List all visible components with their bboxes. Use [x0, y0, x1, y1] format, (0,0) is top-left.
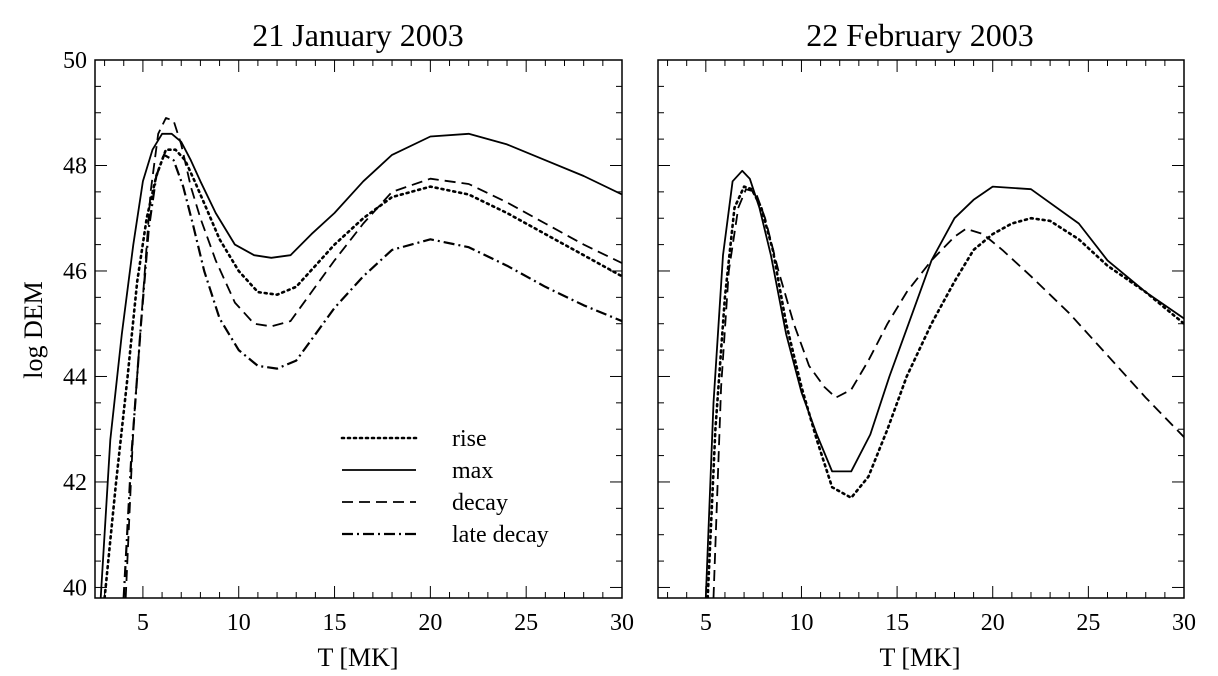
right-x-tick-label: 15	[885, 610, 909, 636]
left-y-tick-label: 46	[63, 259, 87, 285]
left-panel-title: 21 January 2003	[252, 17, 464, 53]
left-plot-frame	[94, 59, 623, 599]
series-line-decay	[124, 117, 622, 598]
right-x-tick-label: 5	[700, 610, 712, 636]
right-panel-title: 22 February 2003	[806, 17, 1034, 53]
left-y-tick-label: 48	[63, 153, 87, 179]
left-y-axis-label: log DEM	[19, 281, 48, 379]
left-ticks: 5 10 15 20 25 30 40 42 44 46 48 50	[63, 48, 634, 636]
left-y-tick-label: 42	[63, 470, 87, 496]
left-x-tick-label: 20	[418, 610, 442, 636]
left-series-lines	[99, 117, 622, 598]
series-line-rise	[103, 148, 622, 598]
right-x-tick-label: 20	[981, 610, 1005, 636]
legend-label: max	[452, 458, 493, 484]
series-line-max	[704, 169, 1184, 598]
left-x-tick-label: 30	[610, 610, 634, 636]
right-x-tick-label: 30	[1172, 610, 1196, 636]
left-panel: 21 January 2003 5 10 15 20 25 30404244464850 …	[19, 17, 634, 672]
right-x-tick-label: 25	[1076, 610, 1100, 636]
series-line-decay	[712, 188, 1184, 598]
right-plot-frame	[657, 59, 1185, 599]
left-x-tick-label: 15	[323, 610, 347, 636]
right-panel: 22 February 2003 5 10 15 20 25 30 T [MK]	[657, 17, 1196, 672]
right-series-lines	[704, 169, 1184, 598]
left-x-axis-label: T [MK]	[317, 643, 398, 672]
left-x-tick-label: 10	[227, 610, 251, 636]
left-y-tick-label: 40	[63, 575, 87, 601]
right-x-tick-label: 10	[789, 610, 813, 636]
series-line-late-decay	[122, 153, 622, 598]
legend-label: rise	[452, 426, 487, 452]
right-x-axis-label: T [MK]	[879, 643, 960, 672]
left-y-tick-label: 50	[63, 48, 87, 74]
series-line-max	[99, 132, 622, 598]
series-line-rise	[706, 185, 1184, 598]
left-x-tick-label: 25	[514, 610, 538, 636]
legend-label: late decay	[452, 522, 549, 548]
left-x-tick-label: 5	[137, 610, 149, 636]
right-ticks: 5 10 15 20 25 30	[658, 59, 1196, 636]
legend-label: decay	[452, 490, 508, 516]
legend: rise max decay late decay	[340, 426, 549, 548]
left-y-tick-label: 44	[63, 364, 87, 390]
